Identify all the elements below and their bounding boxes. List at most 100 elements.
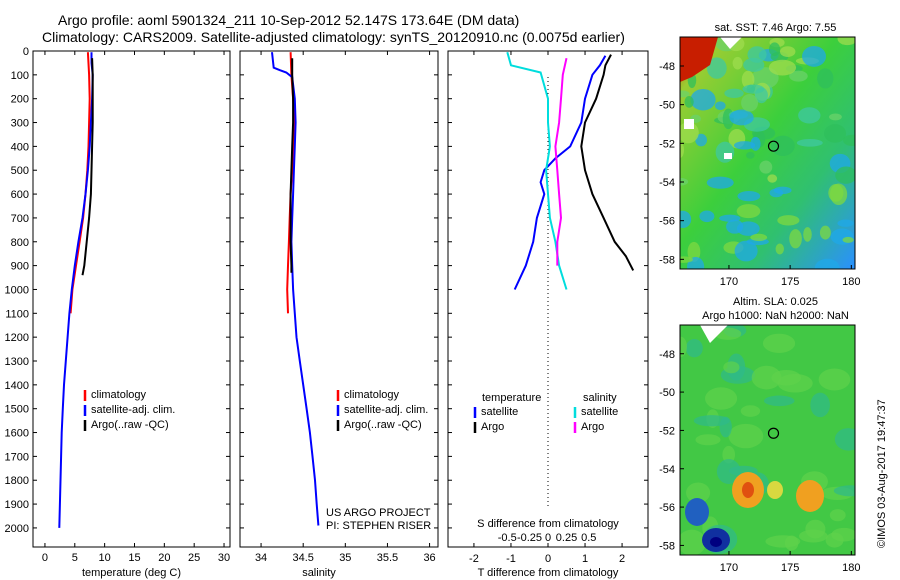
salinity-profile-legend-label: satellite-adj. clim. bbox=[344, 404, 428, 416]
difference-profile-series-line bbox=[513, 55, 607, 290]
salinity-profile-xtick-label: 36 bbox=[423, 552, 435, 564]
land-mask-island bbox=[684, 119, 694, 129]
difference-profile-xtick-label: -2 bbox=[469, 553, 479, 565]
sst-patch bbox=[680, 256, 693, 263]
diff-legend-title-salinity: salinity bbox=[583, 392, 617, 404]
sla-patch bbox=[763, 395, 795, 407]
sst-map-field bbox=[680, 37, 855, 269]
depth-tick-label: 600 bbox=[11, 189, 29, 201]
sst-patch bbox=[680, 90, 690, 98]
depth-tick-label: 700 bbox=[11, 213, 29, 225]
credit-text: US ARGO PROJECT bbox=[326, 507, 431, 519]
sst-patch bbox=[680, 210, 692, 228]
difference-profile-xlabel: T difference from climatology bbox=[478, 567, 619, 579]
difference-profile-s-xlabel: S difference from climatology bbox=[477, 518, 619, 530]
depth-tick-label: 500 bbox=[11, 165, 29, 177]
sst-patch bbox=[824, 124, 847, 143]
sst-map-ytick-label: -52 bbox=[659, 138, 675, 150]
sst-patch bbox=[775, 243, 784, 255]
sst-patch bbox=[796, 139, 823, 147]
temperature-profile-xtick-label: 30 bbox=[218, 552, 230, 564]
sst-patch bbox=[780, 46, 796, 57]
sst-patch bbox=[680, 142, 685, 158]
sst-patch bbox=[706, 176, 734, 189]
sla-eddy bbox=[685, 498, 709, 526]
sla-patch bbox=[740, 405, 761, 417]
sla-eddy bbox=[796, 480, 824, 512]
sst-patch bbox=[842, 236, 854, 243]
sst-patch bbox=[736, 204, 761, 219]
sst-patch bbox=[837, 219, 854, 227]
salinity-profile-series-line bbox=[289, 58, 295, 273]
float-position-marker bbox=[767, 140, 780, 152]
difference-profile-xtick-label: 1 bbox=[582, 553, 588, 565]
depth-tick-label: 100 bbox=[11, 70, 29, 82]
sst-map-xtick-label: 170 bbox=[720, 276, 738, 288]
sla-patch bbox=[751, 365, 782, 390]
sst-patch bbox=[729, 109, 754, 126]
sla-map-ytick-label: -54 bbox=[659, 464, 675, 476]
sst-patch bbox=[715, 141, 735, 163]
sst-patch bbox=[803, 227, 812, 242]
sst-patch bbox=[714, 101, 726, 111]
difference-profile-series-line bbox=[554, 57, 568, 266]
sst-patch bbox=[837, 37, 855, 46]
salinity-profile-xtick-label: 35 bbox=[339, 552, 351, 564]
sla-map-ytick-label: -56 bbox=[659, 502, 675, 514]
difference-profile-xtick-label: 2 bbox=[619, 553, 625, 565]
sla-map-ytick-label: -50 bbox=[659, 387, 675, 399]
sst-patch bbox=[773, 186, 792, 195]
diff-legend-label: satellite bbox=[581, 406, 618, 418]
temperature-profile-xlabel: temperature (deg C) bbox=[82, 567, 181, 579]
sla-patch bbox=[818, 368, 851, 391]
sla-patch bbox=[810, 392, 830, 418]
warm-water-patch bbox=[680, 37, 718, 82]
sla-patch bbox=[695, 434, 721, 446]
difference-profile-s-tick-label: 0.5 bbox=[581, 532, 596, 544]
land-mask-island bbox=[724, 153, 732, 159]
depth-tick-label: 200 bbox=[11, 94, 29, 106]
sla-patch bbox=[805, 519, 826, 539]
sst-patch bbox=[747, 46, 767, 63]
sst-patch bbox=[737, 190, 761, 202]
difference-profile-series-line bbox=[580, 54, 635, 271]
depth-tick-label: 1000 bbox=[5, 284, 29, 296]
sst-map-title: sat. SST: 7.46 Argo: 7.55 bbox=[715, 22, 837, 34]
depth-tick-label: 0 bbox=[23, 46, 29, 58]
difference-profile-s-tick-label: 0 bbox=[545, 532, 551, 544]
sla-map-title: Altim. SLA: 0.025 bbox=[733, 296, 818, 308]
sla-map-ytick-label: -48 bbox=[659, 349, 675, 361]
sst-patch bbox=[777, 215, 800, 226]
sst-patch bbox=[828, 183, 844, 202]
sla-patch bbox=[834, 428, 855, 451]
sst-patch bbox=[690, 88, 716, 111]
temperature-profile-xtick-label: 15 bbox=[128, 552, 140, 564]
temperature-profile-series-line bbox=[81, 58, 94, 276]
diff-legend-label: Argo bbox=[581, 421, 604, 433]
sst-patch bbox=[699, 210, 715, 223]
sla-patch bbox=[728, 423, 764, 449]
difference-profile-xtick-label: 0 bbox=[545, 553, 551, 565]
sst-patch bbox=[835, 166, 855, 184]
land-mask-nz bbox=[700, 325, 728, 343]
sst-patch bbox=[767, 174, 778, 183]
sst-map-ytick-label: -56 bbox=[659, 216, 675, 228]
sla-map-title: Argo h1000: NaN h2000: NaN bbox=[702, 310, 849, 322]
sla-patch bbox=[833, 485, 855, 497]
sst-patch bbox=[819, 225, 831, 240]
sst-patch bbox=[768, 42, 781, 57]
difference-profile-xtick-label: -1 bbox=[506, 553, 516, 565]
temperature-profile-xtick-label: 0 bbox=[42, 552, 48, 564]
sst-patch bbox=[726, 219, 744, 234]
sst-patch bbox=[789, 70, 808, 82]
temperature-profile-legend-label: climatology bbox=[91, 389, 147, 401]
sst-patch bbox=[798, 107, 821, 124]
depth-tick-label: 1300 bbox=[5, 356, 29, 368]
sla-eddy-core bbox=[710, 537, 722, 547]
difference-profile-s-tick-label: -0.5 bbox=[498, 532, 517, 544]
sst-map-xtick-label: 175 bbox=[781, 276, 799, 288]
sst-patch bbox=[789, 229, 802, 249]
depth-tick-label: 1800 bbox=[5, 475, 29, 487]
float-position-marker bbox=[767, 427, 780, 439]
salinity-profile-xtick-label: 34 bbox=[255, 552, 267, 564]
